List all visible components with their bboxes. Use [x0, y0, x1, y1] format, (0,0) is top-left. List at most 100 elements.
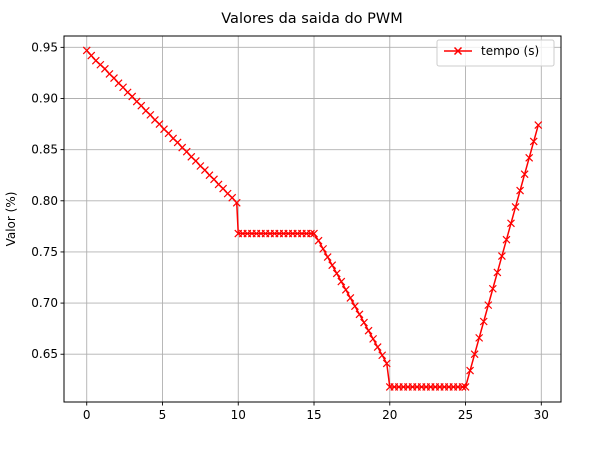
marker-stroke: [128, 92, 137, 101]
marker-stroke: [196, 162, 205, 170]
data-point-marker: [307, 229, 315, 238]
data-point-marker: [461, 383, 470, 391]
marker-stroke: [314, 236, 323, 245]
data-point-marker: [346, 294, 355, 302]
marker-stroke: [497, 252, 506, 260]
x-tick-label: 15: [306, 408, 321, 422]
series-line: [86, 49, 539, 388]
marker-stroke: [466, 366, 475, 375]
marker-stroke: [105, 70, 114, 78]
x-tick-label: 20: [382, 408, 397, 422]
marker-stroke: [484, 301, 493, 310]
data-point-marker: [319, 244, 328, 253]
marker-stroke: [351, 302, 359, 311]
marker-stroke: [146, 110, 155, 119]
data-point-marker: [328, 261, 337, 270]
marker-stroke: [355, 310, 364, 319]
data-point-marker: [364, 326, 373, 335]
marker-stroke: [328, 261, 337, 270]
marker-stroke: [191, 156, 200, 165]
data-point-marker: [507, 219, 515, 228]
marker-stroke: [214, 180, 223, 189]
data-point-marker: [341, 285, 350, 294]
x-tick-label: 10: [231, 408, 246, 422]
x-tick-label: 5: [159, 408, 167, 422]
marker-stroke: [228, 193, 237, 202]
legend: tempo (s): [436, 39, 555, 67]
data-point-marker: [355, 310, 364, 319]
marker-stroke: [187, 152, 196, 161]
x-tick-label: 0: [83, 408, 91, 422]
marker-stroke: [87, 51, 96, 60]
marker-stroke: [132, 97, 141, 106]
marker-stroke: [511, 203, 520, 211]
x-tick-label: 25: [458, 408, 473, 422]
marker-stroke: [310, 229, 318, 238]
marker-stroke: [470, 350, 479, 359]
chart-title: Valores da saida do PWM: [221, 11, 402, 27]
data-point-marker: [314, 236, 323, 245]
marker-stroke: [337, 277, 346, 286]
marker-stroke: [319, 244, 328, 253]
marker-stroke: [475, 333, 484, 342]
plot-frame: [63, 35, 562, 403]
marker-stroke: [493, 268, 502, 277]
marker-stroke: [123, 88, 132, 97]
marker-stroke: [155, 120, 164, 128]
marker-stroke: [369, 334, 378, 343]
marker-stroke: [150, 116, 159, 124]
data-point-marker: [520, 170, 529, 179]
marker-stroke: [332, 269, 341, 278]
marker-stroke: [525, 153, 534, 162]
marker-stroke: [210, 175, 218, 184]
marker-stroke: [373, 343, 382, 351]
data-point-marker: [488, 284, 497, 293]
data-point-marker: [525, 153, 534, 162]
marker-stroke: [520, 170, 529, 179]
y-tick-label: 0.85: [31, 143, 58, 157]
y-tick-label: 0.75: [31, 245, 58, 259]
y-tick-label: 0.90: [31, 92, 58, 106]
data-point-marker: [337, 277, 346, 286]
data-point-marker: [470, 350, 479, 359]
data-point-marker: [479, 317, 488, 326]
data-point-marker: [232, 198, 241, 207]
data-point-marker: [369, 334, 378, 343]
marker-stroke: [502, 235, 511, 244]
marker-stroke: [516, 186, 525, 195]
data-point-marker: [502, 235, 511, 244]
y-axis-title: Valor (%): [4, 192, 18, 247]
marker-stroke: [307, 229, 315, 238]
marker-stroke: [364, 326, 373, 335]
marker-stroke: [479, 317, 488, 326]
marker-stroke: [223, 189, 232, 198]
marker-stroke: [488, 284, 497, 293]
marker-stroke: [232, 198, 241, 207]
marker-stroke: [534, 121, 543, 130]
series-layer: [82, 46, 543, 391]
marker-stroke: [382, 359, 391, 368]
marker-stroke: [110, 74, 118, 82]
marker-stroke: [96, 60, 105, 69]
grid-layer: [64, 36, 561, 402]
marker-stroke: [114, 79, 123, 88]
data-point-marker: [516, 186, 525, 195]
marker-stroke: [205, 171, 214, 180]
data-point-marker: [484, 301, 493, 310]
y-tick-label: 0.95: [31, 40, 58, 54]
marker-stroke: [360, 318, 368, 327]
x-tick-label: 30: [534, 408, 549, 422]
marker-stroke: [219, 184, 228, 193]
data-point-marker: [378, 351, 387, 360]
data-point-marker: [475, 333, 484, 342]
data-point-marker: [511, 203, 520, 211]
data-point-marker: [332, 269, 341, 278]
marker-stroke: [160, 125, 168, 134]
data-point-marker: [310, 229, 318, 238]
marker-stroke: [82, 46, 91, 55]
y-tick-label: 0.80: [31, 194, 58, 208]
marker-stroke: [200, 166, 209, 175]
marker-stroke: [346, 294, 355, 302]
